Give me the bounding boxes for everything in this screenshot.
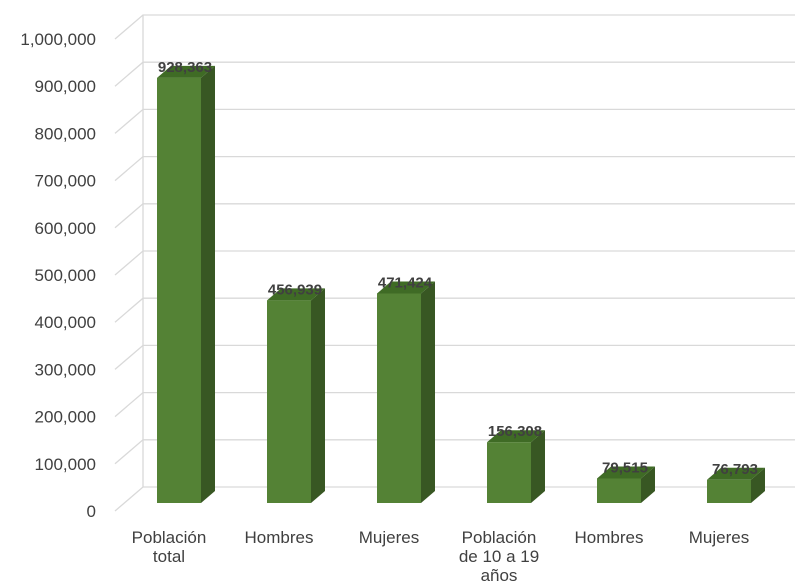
y-tick-label: 0: [87, 502, 96, 521]
bar: [707, 467, 765, 503]
y-axis-tick-labels: 0 100,000 200,000 300,000 400,000 500,000 600,…: [20, 30, 96, 521]
y-tick-label: 1,000,000: [20, 30, 96, 49]
gridline: [114, 203, 795, 229]
gridline: [114, 486, 795, 512]
y-tick-label: 200,000: [35, 408, 96, 427]
bar: [597, 466, 655, 503]
bar: [487, 430, 545, 503]
bar-top-face: [597, 466, 655, 479]
category-labels: Población total Hombres Mujeres Población de …: [132, 528, 750, 585]
bars: [157, 65, 765, 504]
bar-front-face: [487, 442, 531, 503]
bar-side-face: [531, 430, 545, 503]
bar-front-face: [597, 478, 641, 503]
y-tick-label: 900,000: [35, 77, 96, 96]
bar-top-face: [487, 430, 545, 443]
gridline: [114, 155, 795, 182]
bar-front-face: [377, 293, 421, 503]
data-labels: 928,363 456,939 471,424 156,308 79,515 76,793: [158, 59, 758, 478]
y-tick-label: 500,000: [35, 266, 96, 285]
data-label: 928,363: [158, 59, 212, 76]
bar-top-face: [707, 467, 765, 480]
bar-front-face: [707, 479, 751, 503]
category-label: Mujeres: [359, 528, 419, 547]
category-label: Hombres: [245, 528, 314, 547]
bar-side-face: [751, 467, 765, 503]
data-label: 471,424: [378, 274, 433, 291]
y-tick-label: 400,000: [35, 313, 96, 332]
bar: [157, 65, 215, 504]
category-label: Población total: [132, 528, 207, 566]
gridline: [114, 61, 795, 87]
bar-top-face: [267, 288, 325, 301]
gridline: [114, 391, 795, 418]
bar-side-face: [421, 281, 435, 503]
gridline: [114, 344, 795, 370]
y-tick-label: 100,000: [35, 455, 96, 474]
bar-top-face: [157, 65, 215, 78]
bar-top-face: [377, 281, 435, 294]
bar-side-face: [311, 288, 325, 503]
data-label: 79,515: [602, 459, 648, 476]
gridlines: [114, 14, 795, 512]
y-tick-label: 600,000: [35, 219, 96, 238]
y-tick-label: 700,000: [35, 172, 96, 191]
data-label: 76,793: [712, 461, 758, 478]
category-label: Mujeres: [689, 528, 749, 547]
gridline: [114, 250, 795, 276]
y-tick-label: 300,000: [35, 360, 96, 379]
bar-front-face: [157, 77, 201, 504]
bar-side-face: [641, 466, 655, 503]
bar: [267, 288, 325, 503]
gridline: [114, 297, 795, 323]
bar-front-face: [267, 300, 311, 503]
category-label: Población de 10 a 19 años: [459, 528, 539, 585]
y-tick-label: 800,000: [35, 124, 96, 143]
bar: [377, 281, 435, 503]
category-label: Hombres: [575, 528, 644, 547]
gridline: [114, 439, 795, 465]
gridline: [114, 108, 795, 134]
data-label: 156,308: [488, 423, 542, 440]
bar-side-face: [201, 65, 215, 504]
data-label: 456,939: [268, 281, 322, 298]
gridline: [114, 14, 795, 40]
